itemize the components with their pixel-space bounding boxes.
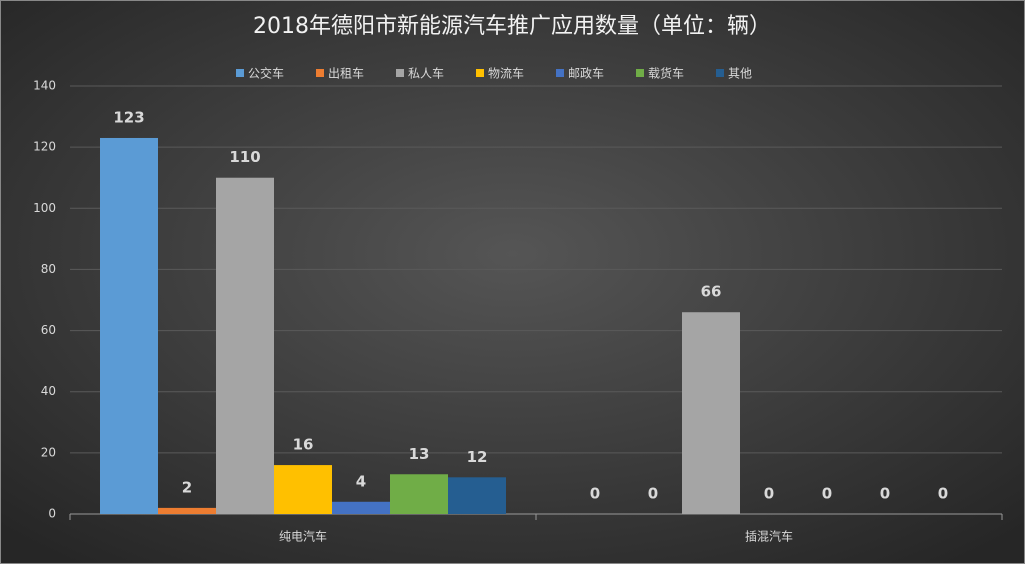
legend-swatch [636,69,644,77]
data-label: 0 [822,485,832,503]
legend-swatch [316,69,324,77]
bar [682,312,740,514]
data-label: 0 [648,485,658,503]
data-label: 2 [182,478,192,496]
y-tick-label: 140 [33,79,56,93]
bar [332,501,390,514]
data-label: 13 [409,445,430,463]
data-label: 66 [701,283,722,301]
bar [158,507,216,514]
legend-label: 邮政车 [568,66,604,81]
legend-label: 出租车 [328,66,364,81]
y-tick-label: 60 [41,323,56,337]
data-label: 0 [764,485,774,503]
y-tick-label: 100 [33,201,56,215]
bar [216,177,274,514]
data-label: 110 [229,148,260,166]
legend-label: 公交车 [248,66,284,81]
bar [448,477,506,514]
legend-label: 其他 [728,67,752,81]
y-tick-label: 20 [41,445,56,459]
legend-swatch [556,69,564,77]
data-label: 0 [880,485,890,503]
legend-swatch [236,69,244,77]
y-tick-label: 0 [48,507,56,521]
bar [390,474,448,514]
x-tick-label: 纯电汽车 [279,529,327,544]
legend-swatch [396,69,404,77]
legend-label: 私人车 [408,66,444,81]
data-label: 0 [590,485,600,503]
y-tick-label: 120 [33,140,56,154]
x-tick-label: 插混汽车 [745,529,793,544]
legend-label: 载货车 [648,66,684,81]
bar [100,137,158,514]
data-label: 123 [113,108,144,126]
data-label: 16 [293,436,314,454]
legend-label: 物流车 [488,66,524,81]
legend-swatch [716,69,724,77]
chart-title: 2018年德阳市新能源汽车推广应用数量（单位：辆） [253,14,771,39]
data-label: 0 [938,485,948,503]
bar [274,465,332,514]
legend-swatch [476,69,484,77]
y-tick-label: 40 [41,384,56,398]
y-tick-label: 80 [41,262,56,276]
data-label: 4 [356,472,366,490]
data-label: 12 [467,448,488,466]
